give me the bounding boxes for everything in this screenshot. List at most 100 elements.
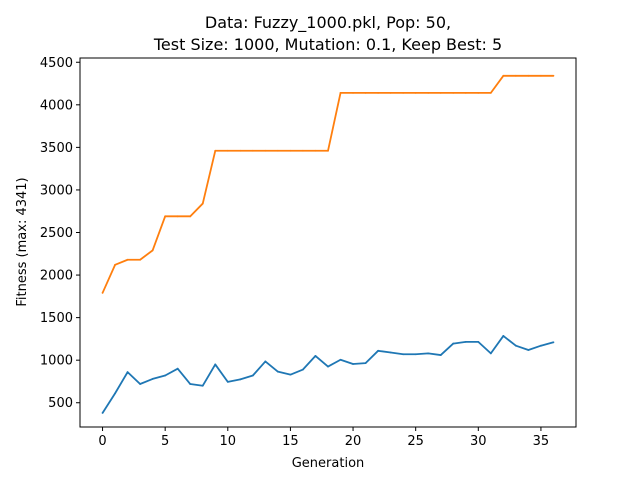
y-tick-label: 2500 bbox=[40, 226, 73, 241]
data-point-average bbox=[101, 412, 104, 414]
data-point-best bbox=[439, 91, 442, 94]
data-point-best bbox=[364, 91, 367, 94]
data-point-best bbox=[377, 91, 380, 94]
x-tick-label: 25 bbox=[407, 434, 424, 449]
data-point-average bbox=[502, 335, 505, 337]
data-point-average bbox=[314, 355, 317, 357]
data-point-average bbox=[364, 362, 367, 365]
axes-frame bbox=[79, 57, 577, 428]
data-point-average bbox=[489, 352, 492, 355]
series-layer bbox=[101, 74, 555, 414]
y-tick-label: 500 bbox=[48, 396, 73, 411]
data-point-best bbox=[527, 74, 530, 77]
data-point-best bbox=[251, 149, 254, 152]
data-point-average bbox=[452, 342, 455, 345]
data-point-best bbox=[514, 74, 517, 77]
x-axis-label: Generation bbox=[292, 456, 365, 471]
data-point-average bbox=[439, 354, 442, 356]
y-tick-label: 1500 bbox=[40, 311, 73, 326]
data-point-average bbox=[176, 367, 179, 370]
x-tick-label: 0 bbox=[98, 434, 106, 449]
x-tick-label: 15 bbox=[282, 434, 299, 449]
data-point-average bbox=[302, 368, 304, 371]
data-point-average bbox=[126, 371, 129, 373]
chart-title-line-2: Test Size: 1000, Mutation: 0.1, Keep Bes… bbox=[153, 35, 502, 54]
data-point-best bbox=[164, 215, 167, 218]
chart-title-line-1: Data: Fuzzy_1000.pkl, Pop: 50, bbox=[205, 13, 451, 33]
y-tick-label: 3000 bbox=[40, 183, 73, 198]
x-tick-label: 5 bbox=[161, 434, 169, 449]
series-best bbox=[101, 74, 555, 294]
data-point-average bbox=[327, 365, 329, 368]
data-point-average bbox=[226, 380, 229, 383]
y-tick-label: 3500 bbox=[40, 141, 73, 156]
data-point-best bbox=[414, 91, 417, 94]
data-point-average bbox=[151, 378, 154, 380]
data-point-average bbox=[389, 351, 392, 354]
data-point-best bbox=[264, 149, 267, 152]
data-point-best bbox=[477, 91, 480, 94]
data-point-average bbox=[477, 340, 480, 343]
data-point-best bbox=[226, 149, 229, 152]
data-point-average bbox=[214, 363, 217, 366]
data-point-best bbox=[339, 91, 342, 94]
data-point-average bbox=[414, 353, 417, 356]
y-tick-label: 2000 bbox=[40, 269, 73, 284]
x-tick-label: 35 bbox=[533, 434, 550, 449]
data-point-best bbox=[389, 91, 392, 94]
data-point-average bbox=[139, 383, 142, 385]
data-point-average bbox=[276, 370, 279, 373]
data-point-best bbox=[214, 149, 217, 152]
y-axis-label: Fitness (max: 4341) bbox=[15, 177, 30, 306]
data-point-best bbox=[101, 292, 104, 294]
x-axis-ticks: 0 5 10 15 20 25 30 35 bbox=[98, 427, 549, 449]
data-point-best bbox=[126, 258, 129, 261]
x-tick-label: 10 bbox=[220, 434, 237, 449]
data-point-average bbox=[402, 353, 405, 356]
plot-area: 0 5 10 15 20 25 30 35 500 1000 1500 2000 2500 3000 35… bbox=[40, 56, 577, 449]
data-point-average bbox=[464, 340, 467, 343]
x-tick-label: 20 bbox=[345, 434, 362, 449]
data-point-best bbox=[427, 91, 430, 94]
data-point-average bbox=[264, 360, 267, 363]
data-point-best bbox=[189, 215, 192, 218]
data-point-best bbox=[327, 149, 329, 152]
data-point-best bbox=[464, 91, 467, 94]
data-point-average bbox=[339, 358, 342, 361]
data-point-best bbox=[151, 249, 154, 252]
data-point-average bbox=[201, 384, 204, 387]
data-point-best bbox=[139, 258, 142, 261]
data-point-average bbox=[189, 383, 192, 385]
x-tick-label: 30 bbox=[470, 434, 487, 449]
data-point-average bbox=[289, 373, 292, 376]
y-tick-label: 1000 bbox=[40, 354, 73, 369]
data-point-best bbox=[540, 74, 542, 77]
data-point-average bbox=[540, 344, 542, 347]
data-point-best bbox=[201, 202, 204, 205]
data-point-best bbox=[502, 74, 505, 77]
data-point-best bbox=[552, 74, 555, 77]
data-point-best bbox=[239, 149, 242, 152]
data-point-average bbox=[552, 341, 555, 344]
y-axis-ticks: 500 1000 1500 2000 2500 3000 3500 4000 4500 bbox=[40, 56, 80, 411]
data-point-average bbox=[352, 363, 354, 365]
data-point-best bbox=[114, 263, 116, 266]
data-point-average bbox=[514, 344, 517, 347]
data-point-best bbox=[176, 215, 179, 218]
data-point-best bbox=[302, 149, 304, 152]
data-point-average bbox=[114, 392, 116, 395]
series-average bbox=[101, 335, 555, 414]
data-point-average bbox=[527, 349, 530, 351]
data-point-average bbox=[427, 352, 430, 355]
data-point-average bbox=[251, 374, 254, 377]
data-point-best bbox=[452, 91, 455, 94]
data-point-best bbox=[289, 149, 292, 152]
data-point-best bbox=[402, 91, 405, 94]
data-point-best bbox=[314, 149, 317, 152]
y-tick-label: 4500 bbox=[40, 56, 73, 71]
data-point-average bbox=[377, 349, 380, 352]
data-point-average bbox=[239, 378, 242, 381]
